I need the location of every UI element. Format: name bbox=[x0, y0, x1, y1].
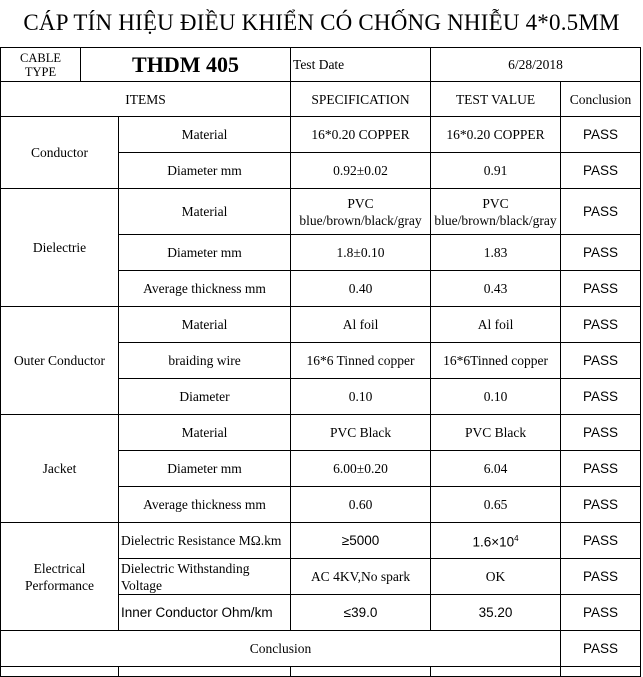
conclusion-value: PASS bbox=[560, 234, 642, 271]
table-row: Dielectrie Material PVC blue/brown/black/g… bbox=[0, 188, 642, 307]
specification-value: 6.00±0.20 bbox=[290, 450, 432, 487]
table-row: Electrical Performance Dielectric Resista… bbox=[0, 522, 642, 631]
test-value: 0.65 bbox=[430, 486, 562, 523]
conclusion-value: PASS bbox=[560, 116, 642, 153]
item-name: Diameter bbox=[117, 378, 292, 415]
conclusion-value: PASS bbox=[560, 486, 642, 523]
item-name: Material bbox=[117, 188, 292, 235]
cable-type-label: CABLE TYPE bbox=[0, 47, 81, 82]
specification-value: PVC Black bbox=[290, 414, 432, 451]
conclusion-value: PASS bbox=[560, 414, 642, 451]
item-name: Material bbox=[117, 306, 292, 343]
conclusion-value: PASS bbox=[560, 342, 642, 379]
test-value: 0.10 bbox=[430, 378, 562, 415]
cable-type-value: THDM 405 bbox=[79, 47, 292, 82]
group-name: Outer Conductor bbox=[0, 306, 119, 415]
specification-value: 0.40 bbox=[290, 270, 432, 307]
specification-value: 0.10 bbox=[290, 378, 432, 415]
item-name: Dielectric Resistance MΩ.km bbox=[117, 522, 292, 559]
specification-value: 1.8±0.10 bbox=[290, 234, 432, 271]
item-name: Material bbox=[117, 414, 292, 451]
conclusion-value: PASS bbox=[560, 378, 642, 415]
conclusion-value: PASS bbox=[560, 594, 642, 631]
item-name: Inner Conductor Ohm/km bbox=[117, 594, 292, 631]
item-name: Diameter mm bbox=[117, 152, 292, 189]
empty-cell bbox=[560, 666, 642, 677]
table-row: Average thickness mm 0.40 0.43 PASS bbox=[1, 270, 642, 307]
conclusion-result: PASS bbox=[560, 630, 642, 667]
test-value-base: 1.6×10 bbox=[472, 534, 515, 550]
item-name: braiding wire bbox=[117, 342, 292, 379]
table-row: Average thickness mm 0.60 0.65 PASS bbox=[1, 486, 642, 523]
test-value: PVC Black bbox=[430, 414, 562, 451]
test-value: 6.04 bbox=[430, 450, 562, 487]
test-value-exponent: 4 bbox=[514, 534, 519, 544]
test-date-value: 6/28/2018 bbox=[430, 47, 642, 82]
conclusion-value: PASS bbox=[560, 188, 642, 235]
conclusion-value: PASS bbox=[560, 152, 642, 189]
group-name: Electrical Performance bbox=[0, 522, 119, 631]
item-name: Average thickness mm bbox=[117, 486, 292, 523]
group-name: Dielectrie bbox=[0, 188, 119, 307]
header-test-value: TEST VALUE bbox=[430, 81, 562, 117]
header-specification: SPECIFICATION bbox=[290, 81, 432, 117]
specification-value: AC 4KV,No spark bbox=[290, 558, 432, 595]
empty-row bbox=[0, 666, 642, 677]
conclusion-label: Conclusion bbox=[0, 630, 562, 667]
conclusion-value: PASS bbox=[560, 306, 642, 343]
item-name: Dielectric Withstanding Voltage bbox=[117, 558, 292, 595]
table-row: Diameter 0.10 0.10 PASS bbox=[1, 378, 642, 415]
specification-value: 16*0.20 COPPER bbox=[290, 116, 432, 153]
test-value: Al foil bbox=[430, 306, 562, 343]
item-name: Diameter mm bbox=[117, 234, 292, 271]
specification-value: 16*6 Tinned copper bbox=[290, 342, 432, 379]
table-row: Outer Conductor Material Al foil Al foil PAS… bbox=[0, 306, 642, 415]
group-name: Jacket bbox=[0, 414, 119, 523]
specification-value: Al foil bbox=[290, 306, 432, 343]
table-row: Inner Conductor Ohm/km ≤39.0 35.20 PASS bbox=[1, 594, 642, 631]
empty-cell bbox=[290, 666, 432, 677]
test-value: 1.6×104 bbox=[430, 522, 562, 559]
table-row: Conductor Material 16*0.20 COPPER 16*0.20 C… bbox=[0, 116, 642, 189]
test-value: 1.83 bbox=[430, 234, 562, 271]
test-value: 16*6Tinned copper bbox=[430, 342, 562, 379]
conclusion-value: PASS bbox=[560, 522, 642, 559]
table-row: Diameter mm 0.92±0.02 0.91 PASS bbox=[1, 152, 642, 189]
test-date-label: Test Date bbox=[290, 47, 432, 82]
conclusion-value: PASS bbox=[560, 558, 642, 595]
table-row: braiding wire 16*6 Tinned copper 16*6Tinne… bbox=[1, 342, 642, 379]
test-report-table: CABLE TYPE THDM 405 Test Date 6/28/2018 … bbox=[0, 47, 642, 677]
document-title: CÁP TÍN HIỆU ĐIỀU KHIỂN CÓ CHỐNG NHIỄU 4… bbox=[23, 10, 620, 35]
empty-cell bbox=[117, 666, 292, 677]
specification-value: 0.92±0.02 bbox=[290, 152, 432, 189]
conclusion-value: PASS bbox=[560, 270, 642, 307]
test-value: 35.20 bbox=[430, 594, 562, 631]
group-name: Conductor bbox=[0, 116, 119, 189]
header-conclusion: Conclusion bbox=[560, 81, 642, 117]
table-row: Diameter mm 1.8±0.10 1.83 PASS bbox=[1, 234, 642, 271]
specification-value: 0.60 bbox=[290, 486, 432, 523]
test-value: 16*0.20 COPPER bbox=[430, 116, 562, 153]
specification-value: PVC blue/brown/black/gray bbox=[290, 188, 432, 235]
empty-cell bbox=[0, 666, 119, 677]
header-items: ITEMS bbox=[0, 81, 292, 117]
table-row: Jacket Material PVC Black PVC Black PASS bbox=[0, 414, 642, 523]
item-name: Material bbox=[117, 116, 292, 153]
specification-value: ≥5000 bbox=[290, 522, 432, 559]
test-value: OK bbox=[430, 558, 562, 595]
item-name: Diameter mm bbox=[117, 450, 292, 487]
specification-value: ≤39.0 bbox=[290, 594, 432, 631]
conclusion-row: Conclusion PASS bbox=[0, 630, 642, 667]
test-value: 0.91 bbox=[430, 152, 562, 189]
item-name: Average thickness mm bbox=[117, 270, 292, 307]
table-row: Dielectric Withstanding Voltage AC 4KV,No… bbox=[1, 558, 642, 595]
table-row: Diameter mm 6.00±0.20 6.04 PASS bbox=[1, 450, 642, 487]
test-value: PVC blue/brown/black/gray bbox=[430, 188, 562, 235]
conclusion-value: PASS bbox=[560, 450, 642, 487]
test-value: 0.43 bbox=[430, 270, 562, 307]
empty-cell bbox=[430, 666, 562, 677]
